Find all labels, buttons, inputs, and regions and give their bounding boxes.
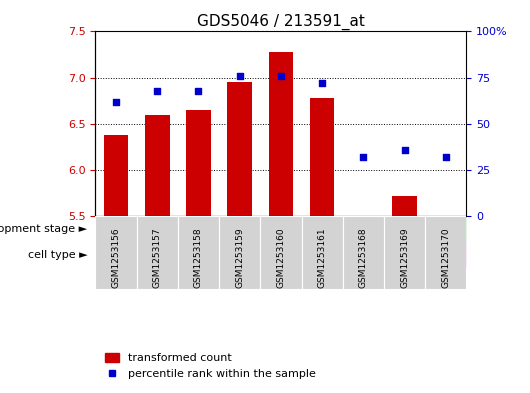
Bar: [104, 135, 128, 217]
Bar: [392, 196, 417, 217]
Point: [277, 73, 285, 79]
Text: GSM1253161: GSM1253161: [317, 227, 326, 288]
Bar: [269, 52, 293, 217]
Text: GSM1253168: GSM1253168: [359, 227, 368, 288]
FancyBboxPatch shape: [137, 217, 178, 289]
Bar: [227, 82, 252, 217]
Title: GDS5046 / 213591_at: GDS5046 / 213591_at: [197, 14, 365, 30]
FancyBboxPatch shape: [425, 217, 466, 289]
FancyBboxPatch shape: [95, 217, 137, 289]
Text: 17 weeks: 17 weeks: [378, 224, 431, 234]
Point: [112, 99, 120, 105]
FancyBboxPatch shape: [219, 217, 260, 289]
Text: GSM1253169: GSM1253169: [400, 227, 409, 288]
Text: GSM1253157: GSM1253157: [153, 227, 162, 288]
Text: articular chondrocyte: articular chondrocyte: [344, 250, 464, 259]
Text: GSM1253158: GSM1253158: [194, 227, 203, 288]
FancyBboxPatch shape: [302, 217, 343, 289]
Text: 6 weeks: 6 weeks: [196, 224, 242, 234]
Text: GSM1253160: GSM1253160: [277, 227, 285, 288]
Text: GSM1253156: GSM1253156: [111, 227, 120, 288]
FancyBboxPatch shape: [343, 242, 466, 267]
FancyBboxPatch shape: [384, 217, 425, 289]
Text: development stage ►: development stage ►: [0, 224, 87, 234]
Bar: [145, 115, 170, 217]
FancyBboxPatch shape: [343, 217, 466, 242]
Bar: [186, 110, 211, 217]
FancyBboxPatch shape: [95, 217, 343, 242]
FancyBboxPatch shape: [343, 217, 384, 289]
Bar: [310, 98, 334, 217]
Text: cell type ►: cell type ►: [28, 250, 87, 259]
Text: GSM1253159: GSM1253159: [235, 227, 244, 288]
Point: [400, 147, 409, 153]
Text: GSM1253170: GSM1253170: [441, 227, 450, 288]
FancyBboxPatch shape: [95, 242, 343, 267]
Point: [235, 73, 244, 79]
Point: [318, 80, 326, 86]
Point: [441, 154, 450, 160]
Point: [359, 154, 368, 160]
Legend: transformed count, percentile rank within the sample: transformed count, percentile rank withi…: [101, 349, 320, 384]
Point: [153, 88, 162, 94]
FancyBboxPatch shape: [178, 217, 219, 289]
Text: chondrocyte condensation: chondrocyte condensation: [145, 250, 293, 259]
FancyBboxPatch shape: [260, 217, 302, 289]
Point: [194, 88, 202, 94]
